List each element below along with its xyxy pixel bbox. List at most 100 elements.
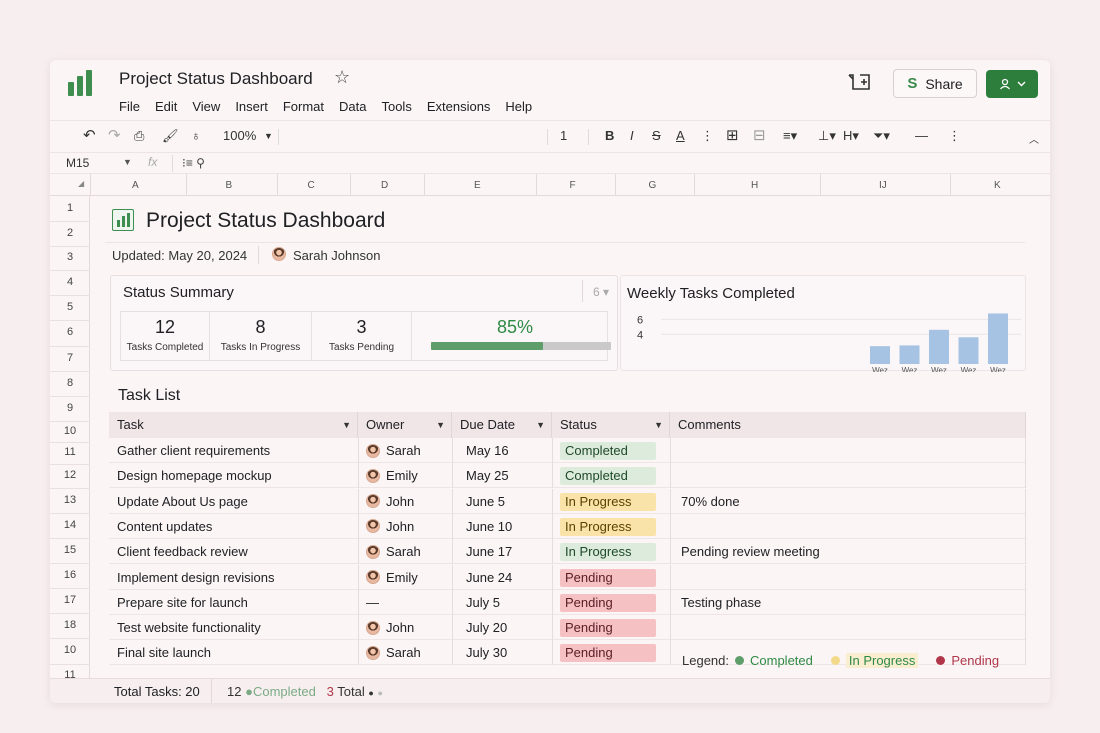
task-name[interactable]: Update About Us page	[117, 493, 248, 509]
owner-cell[interactable]: Sarah	[358, 539, 452, 564]
due-date[interactable]: July 30	[466, 645, 508, 661]
align-horizontal-icon[interactable]: ≡▾	[783, 128, 798, 143]
status-cell[interactable]: Pending	[556, 615, 670, 640]
comment[interactable]: Pending review meeting	[681, 544, 820, 560]
menu-item-tools[interactable]: Tools	[381, 99, 412, 114]
chart-bar[interactable]	[929, 329, 949, 364]
add-comment-icon[interactable]	[848, 72, 872, 92]
lightbulb-icon[interactable]: ♁	[191, 128, 201, 143]
chart-bar[interactable]	[988, 313, 1008, 364]
status-cell[interactable]: In Progress	[556, 489, 670, 514]
star-icon[interactable]: ☆	[334, 67, 351, 87]
name-box-caret-icon[interactable]: ▼	[123, 157, 132, 167]
name-box[interactable]: M15	[66, 156, 90, 170]
redo-icon[interactable]: ↷	[108, 127, 121, 144]
text-color-icon[interactable]: A	[676, 128, 685, 143]
chart-bar[interactable]	[958, 337, 979, 364]
status-cell[interactable]: Completed	[556, 463, 670, 488]
task-name[interactable]: Gather client requirements	[117, 443, 271, 458]
row-header[interactable]: 15	[63, 543, 77, 556]
row-header[interactable]: 2	[66, 226, 74, 239]
due-date[interactable]: May 16	[466, 443, 509, 458]
due-date[interactable]: May 25	[466, 468, 509, 484]
comment[interactable]: Testing phase	[681, 594, 762, 610]
owner-cell[interactable]: John	[358, 489, 452, 514]
due-date[interactable]: June 10	[466, 518, 513, 534]
column-header[interactable]: E	[474, 180, 481, 191]
due-date[interactable]: June 17	[466, 544, 513, 560]
comment[interactable]: 70% done	[681, 493, 740, 509]
select-all-icon[interactable]: ◢	[78, 179, 85, 188]
menu-item-data[interactable]: Data	[339, 99, 367, 114]
summary-dropdown[interactable]: 6 ▾	[593, 285, 610, 299]
row-header[interactable]: 16	[63, 568, 77, 581]
row-header[interactable]: 14	[63, 518, 77, 531]
filter-caret-icon[interactable]: ▼	[536, 420, 545, 430]
owner-cell[interactable]: John	[358, 615, 452, 640]
more-vert-icon[interactable]: ⋮	[701, 128, 714, 143]
row-header[interactable]: 18	[63, 618, 77, 631]
row-header[interactable]: 5	[66, 300, 74, 313]
status-cell[interactable]: In Progress	[556, 514, 670, 539]
task-name[interactable]: Prepare site for launch	[117, 594, 248, 610]
row-header[interactable]: 8	[66, 376, 74, 389]
formula-input-icon[interactable]: ⁝≡ ⚲	[182, 156, 205, 170]
task-name[interactable]: Implement design revisions	[117, 569, 275, 585]
menu-item-file[interactable]: File	[119, 99, 140, 114]
task-name[interactable]: Final site launch	[117, 645, 211, 661]
row-header[interactable]: 11	[64, 669, 76, 681]
row-header[interactable]: 1	[66, 201, 74, 214]
text-wrap-icon[interactable]: H▾	[843, 128, 859, 143]
strikethrough-icon[interactable]: S	[652, 128, 661, 143]
row-header[interactable]: 11	[64, 446, 76, 458]
column-header[interactable]: K	[994, 180, 1001, 191]
row-header[interactable]: 10	[63, 644, 77, 656]
menu-item-view[interactable]: View	[192, 99, 221, 114]
merge-cells-icon[interactable]: ⊟	[753, 127, 766, 144]
task-name[interactable]: Design homepage mockup	[117, 468, 272, 484]
comment[interactable]	[673, 438, 1025, 463]
weekly-chart-card[interactable]: Weekly Tasks Completed 6 4 Wez Wez Wez Wez Wez	[620, 275, 1026, 372]
undo-icon[interactable]: ↶	[83, 127, 96, 144]
task-name[interactable]: Client feedback review	[117, 544, 248, 560]
column-header[interactable]: C	[307, 180, 315, 191]
owner-cell[interactable]: Emily	[358, 565, 452, 590]
comment[interactable]	[673, 463, 1025, 488]
print-icon[interactable]: ⎙	[134, 128, 145, 143]
owner-cell[interactable]: —	[358, 590, 452, 615]
menu-item-format[interactable]: Format	[282, 99, 324, 114]
menu-item-extensions[interactable]: Extensions	[426, 99, 491, 114]
filter-caret-icon[interactable]: ▼	[654, 420, 663, 430]
collapse-toolbar-icon[interactable]: ︿	[1029, 135, 1039, 146]
due-date[interactable]: July 5	[466, 594, 500, 610]
owner-cell[interactable]: Sarah	[358, 438, 452, 463]
status-cell[interactable]: Pending	[556, 640, 670, 665]
row-header[interactable]: 9	[66, 401, 74, 414]
italic-icon[interactable]: I	[630, 128, 634, 143]
comment[interactable]	[673, 615, 1025, 640]
account-button[interactable]	[986, 70, 1038, 98]
column-header-due-date[interactable]: Due Date ▼	[452, 412, 552, 438]
owner-cell[interactable]: Emily	[358, 463, 452, 488]
column-header-comments[interactable]: Comments	[670, 412, 1026, 438]
row-header[interactable]: 13	[63, 493, 77, 506]
document-title[interactable]: Project Status Dashboard	[119, 69, 313, 88]
status-cell[interactable]: Pending	[556, 590, 670, 615]
row-header[interactable]: 17	[63, 593, 77, 606]
sheets-logo-icon[interactable]	[68, 70, 94, 96]
column-header[interactable]: D	[381, 180, 389, 191]
column-header-task[interactable]: Task ▼	[109, 412, 358, 438]
borders-icon[interactable]: ⊞	[726, 127, 739, 144]
filter-caret-icon[interactable]: ▼	[436, 420, 445, 430]
due-date[interactable]: June 24	[466, 569, 513, 585]
zoom-caret-icon[interactable]: ▼	[264, 131, 273, 141]
share-button[interactable]: S Share	[893, 69, 977, 98]
filter-caret-icon[interactable]: ▼	[342, 420, 351, 430]
more-options-icon[interactable]: ⋮	[948, 128, 961, 143]
paint-format-icon[interactable]: 🖌	[162, 128, 179, 143]
task-name[interactable]: Content updates	[117, 518, 213, 534]
row-header[interactable]: 7	[66, 351, 74, 364]
due-date[interactable]: July 20	[466, 620, 508, 636]
task-name[interactable]: Test website functionality	[117, 620, 261, 636]
menu-item-help[interactable]: Help	[505, 99, 533, 114]
